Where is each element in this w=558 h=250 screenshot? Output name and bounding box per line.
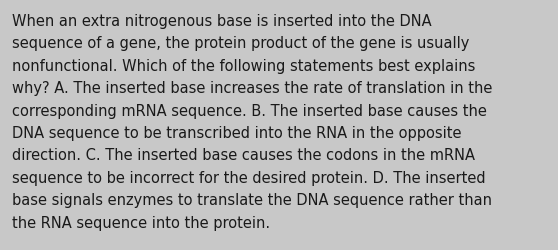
Text: nonfunctional. Which of the following statements best explains: nonfunctional. Which of the following st… <box>12 58 475 74</box>
Text: When an extra nitrogenous base is inserted into the DNA: When an extra nitrogenous base is insert… <box>12 14 432 29</box>
Text: sequence of a gene, the protein product of the gene is usually: sequence of a gene, the protein product … <box>12 36 469 51</box>
Text: why? A. The inserted base increases the rate of translation in the: why? A. The inserted base increases the … <box>12 81 492 96</box>
Text: base signals enzymes to translate the DNA sequence rather than: base signals enzymes to translate the DN… <box>12 192 492 207</box>
Text: sequence to be incorrect for the desired protein. D. The inserted: sequence to be incorrect for the desired… <box>12 170 485 185</box>
Text: DNA sequence to be transcribed into the RNA in the opposite: DNA sequence to be transcribed into the … <box>12 126 461 140</box>
Text: corresponding mRNA sequence. B. The inserted base causes the: corresponding mRNA sequence. B. The inse… <box>12 103 487 118</box>
Text: the RNA sequence into the protein.: the RNA sequence into the protein. <box>12 215 270 230</box>
Text: direction. C. The inserted base causes the codons in the mRNA: direction. C. The inserted base causes t… <box>12 148 475 163</box>
